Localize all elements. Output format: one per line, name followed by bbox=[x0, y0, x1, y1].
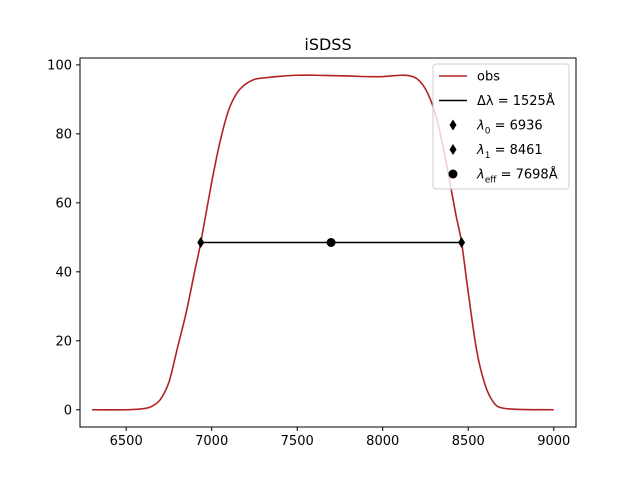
legend-label: Δλ = 1525Å bbox=[477, 93, 555, 109]
lambda0-point bbox=[197, 237, 205, 248]
legend-label: obs bbox=[477, 70, 500, 85]
legend-label-main: obs bbox=[477, 70, 500, 85]
y-tick-label: 60 bbox=[55, 196, 72, 211]
legend-label-main: Δλ = 1525Å bbox=[477, 93, 555, 109]
legend-label-main: λ bbox=[476, 168, 485, 183]
axes: 6500 7000 7500 8000 8500 9000 0 20 40 60 80 100 bbox=[47, 58, 570, 449]
y-tick-label: 100 bbox=[47, 58, 72, 73]
y-tick-label: 40 bbox=[55, 265, 72, 280]
legend-label-value: = 6936 bbox=[490, 119, 542, 134]
x-tick-label: 8000 bbox=[366, 434, 399, 449]
legend-label-subscript: eff bbox=[485, 176, 498, 186]
lambda1-point bbox=[458, 237, 466, 248]
legend-label-value: = 8461 bbox=[490, 143, 542, 158]
y-tick-label: 0 bbox=[64, 403, 72, 418]
x-tick-label: 6500 bbox=[110, 434, 143, 449]
legend-diamond-handle bbox=[449, 119, 457, 131]
plot-area bbox=[91, 74, 554, 411]
legend-label-value: = 7698Å bbox=[496, 167, 557, 183]
series-line-obs bbox=[91, 74, 554, 411]
legend-diamond-handle bbox=[449, 144, 457, 155]
x-tick-label: 7500 bbox=[281, 434, 314, 449]
x-tick-label: 8500 bbox=[452, 434, 485, 449]
legend-label-subscript: 0 bbox=[485, 127, 491, 137]
chart-title: iSDSS bbox=[304, 35, 351, 54]
y-tick-label: 80 bbox=[55, 127, 72, 142]
plot-frame bbox=[79, 57, 577, 428]
legend-box bbox=[432, 63, 570, 190]
legend-circle-handle bbox=[448, 169, 458, 179]
x-tick-label: 7000 bbox=[195, 434, 228, 449]
legend-label-main: λ bbox=[476, 143, 485, 158]
legend-label-main: λ bbox=[476, 119, 485, 134]
legend-label: λ0 = 6936 bbox=[476, 119, 543, 137]
effective-wavelength-point bbox=[326, 238, 336, 247]
legend-label-subscript: 1 bbox=[485, 151, 491, 161]
legend-label: λ1 = 8461 bbox=[476, 143, 543, 161]
y-tick-label: 20 bbox=[55, 334, 72, 349]
x-tick-label: 9000 bbox=[537, 434, 570, 449]
legend-label: λeff = 7698Å bbox=[476, 167, 558, 186]
